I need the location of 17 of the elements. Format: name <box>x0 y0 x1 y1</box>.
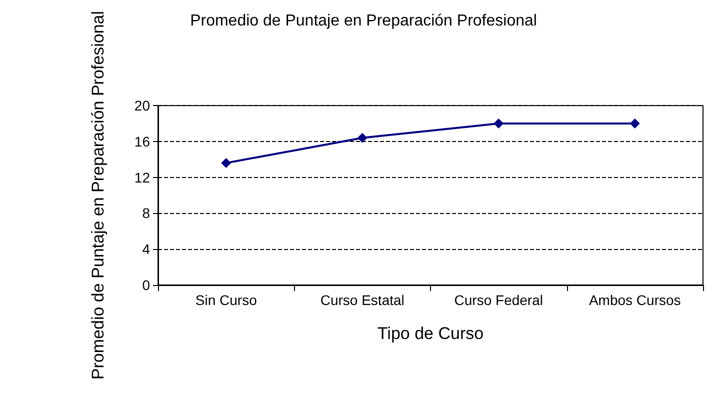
x-tick-label: Curso Estatal <box>320 292 404 308</box>
y-tick-label: 16 <box>134 133 150 150</box>
x-tick-label: Ambos Cursos <box>588 292 681 308</box>
point <box>221 158 232 168</box>
y-tick-label: 4 <box>142 241 150 258</box>
y-tick-label: 20 <box>134 98 150 114</box>
point <box>494 118 504 129</box>
x-tick-label: Sin Curso <box>195 292 258 308</box>
point <box>357 132 368 143</box>
y-tick-label: 8 <box>142 205 150 222</box>
chart-title: Promedio de Puntaje en Preparación Profesional <box>190 12 537 30</box>
y-tick-label: 12 <box>134 169 150 186</box>
x-tick-label: Curso Federal <box>454 292 543 308</box>
y-tick-label: 0 <box>142 277 150 293</box>
x-axis-title: Tipo de Curso <box>377 324 484 343</box>
point <box>630 118 640 129</box>
y-axis-title: Promedio de Puntaje en Preparación Profesional <box>88 10 108 380</box>
